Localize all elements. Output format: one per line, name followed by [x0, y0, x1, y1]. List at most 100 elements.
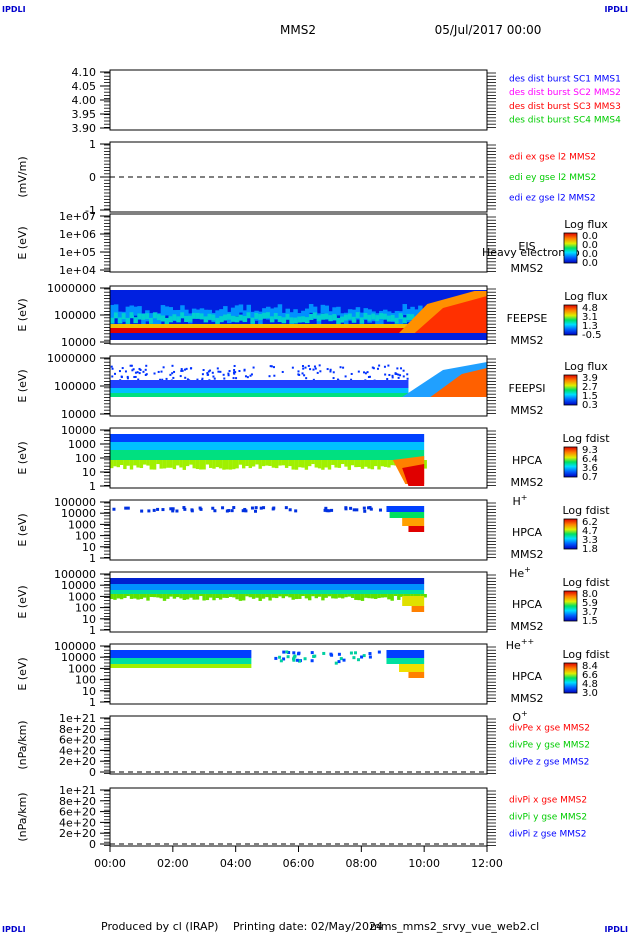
y-tick-label: 10000 — [61, 507, 96, 520]
species-charge: ++ — [521, 637, 534, 646]
spectrogram-p4 — [110, 290, 487, 340]
y-tick-label: 4e+20 — [59, 816, 96, 829]
colorbar — [563, 304, 578, 336]
y-axis-label: (mV/m) — [16, 156, 29, 197]
colorbar-title: Log flux — [564, 218, 608, 231]
panel-frame — [109, 643, 488, 705]
spacecraft-label: MMS2 — [511, 404, 544, 417]
legend-entry: divPe x gse MMS2 — [509, 724, 590, 734]
spacecraft-label: MMS2 — [511, 262, 544, 275]
y-tick-label: 10000 — [61, 336, 96, 349]
panel-p1: 4.104.054.003.953.90 des dist burst SC1 M… — [72, 66, 622, 135]
colorbar-tick-label: 5.9 — [582, 598, 598, 609]
overlay-text: Heavy electron to — [482, 246, 580, 259]
spacecraft-label: MMS2 — [511, 620, 544, 633]
legend-entry: des dist burst SC3 MMS3 — [509, 102, 621, 112]
instrument-label: HPCA — [512, 454, 543, 467]
species-label: He+ — [509, 565, 531, 580]
y-tick-label: 10000 — [61, 651, 96, 664]
y-tick-label: 1000000 — [47, 282, 96, 295]
y-tick-label: 100 — [75, 452, 96, 465]
y-tick-label: 1e+05 — [59, 246, 96, 259]
colorbar-tick-label: 4.8 — [582, 679, 598, 690]
y-tick-label: 100 — [75, 602, 96, 615]
colorbar-tick-label: 8.0 — [582, 589, 598, 600]
y-tick-label: 1000 — [68, 662, 96, 675]
colorbar-tick-label: 1.3 — [582, 321, 598, 332]
instrument-label: FEEPSI — [508, 382, 545, 395]
colorbar-tick-label: 0.7 — [582, 472, 598, 483]
panel-p4: 1000000 100000 10000 E (eV) FEEPSE MMS2 Log fl… — [16, 282, 608, 349]
y-axis-label: (nPa/km) — [16, 720, 29, 769]
y-axis-label: E (eV) — [16, 657, 29, 690]
y-tick-label: 100 — [75, 674, 96, 687]
spacecraft-label: MMS2 — [511, 334, 544, 347]
y-tick-label: 1e+06 — [59, 228, 96, 241]
y-axis-label: E (eV) — [16, 369, 29, 402]
legend-entry: edi ez gse l2 MMS2 — [509, 194, 596, 204]
colorbar-tick-label: 0.0 — [582, 258, 598, 269]
instrument-label: HPCA — [512, 670, 543, 683]
y-tick-label: 1 — [89, 480, 96, 493]
y-tick-label: 1000 — [68, 438, 96, 451]
species-charge: + — [521, 709, 528, 718]
legend-entry: divPi x gse MMS2 — [509, 796, 587, 806]
colorbar-tick-label: 1.8 — [582, 544, 598, 555]
panel-frame — [109, 499, 488, 561]
colorbar-tick-label: 3.0 — [582, 688, 598, 699]
colorbar-title: Log fdist — [562, 432, 610, 445]
y-tick-label: 1e+21 — [59, 712, 96, 725]
panel-p3: 1e+07 1e+06 1e+05 1e+04 E (eV) EIS MMS2 Heavy e… — [16, 210, 608, 277]
species-label: O+ — [512, 709, 527, 724]
instrument-label: HPCA — [512, 598, 543, 611]
y-tick-label: 4.05 — [72, 80, 97, 93]
panel-frame — [109, 571, 488, 633]
spectrogram-p7 — [112, 506, 425, 532]
legend-entry: divPi z gse MMS2 — [509, 830, 586, 840]
colorbar-tick-label: 3.7 — [582, 607, 598, 618]
y-tick-label: 1000 — [68, 518, 96, 531]
x-tick-label: 00:00 — [94, 857, 126, 870]
y-tick-label: 100000 — [54, 309, 96, 322]
spectrogram-p5 — [110, 362, 487, 397]
colorbar — [563, 232, 578, 264]
colorbar-title: Log fdist — [562, 504, 610, 517]
y-tick-label: 10 — [82, 466, 96, 479]
x-tick-label: 04:00 — [220, 857, 252, 870]
y-axis-label: E (eV) — [16, 513, 29, 546]
y-tick-label: 4.00 — [72, 94, 97, 107]
species-charge: + — [521, 493, 528, 502]
colorbar-tick-label: 0.0 — [582, 231, 598, 242]
y-tick-label: 100 — [75, 530, 96, 543]
colorbar-title: Log flux — [564, 360, 608, 373]
colorbar-title: Log flux — [564, 290, 608, 303]
corner-mark-top-left: IPDLI — [2, 5, 26, 14]
y-tick-label: 0 — [89, 171, 96, 184]
spacecraft-label: MMS2 — [511, 476, 544, 489]
instrument-label: EIS — [518, 240, 535, 253]
colorbar — [563, 662, 578, 694]
y-tick-label: 1e+04 — [59, 264, 96, 277]
y-tick-label: 3.95 — [72, 108, 97, 121]
y-tick-label: 8e+20 — [59, 723, 96, 736]
y-tick-label: 10 — [82, 541, 96, 554]
y-tick-label: 1e+21 — [59, 784, 96, 797]
colorbar-tick-label: 3.1 — [582, 312, 598, 323]
y-tick-label: 1e+07 — [59, 210, 96, 223]
footer-filename: mms_mms2_srvy_vue_web2.cl — [370, 920, 539, 933]
corner-mark-bottom-right: IPDLI — [604, 925, 628, 934]
colorbar-tick-label: 6.6 — [582, 670, 598, 681]
corner-mark-top-right: IPDLI — [604, 5, 628, 14]
x-tick-label: 10:00 — [408, 857, 440, 870]
spacecraft-label: MMS2 — [511, 692, 544, 705]
colorbar-tick-label: 4.8 — [582, 303, 598, 314]
header-date: 05/Jul/2017 00:00 — [435, 23, 542, 37]
colorbar-title: Log fdist — [562, 576, 610, 589]
y-tick-label: 4.10 — [72, 66, 97, 79]
y-tick-label: 1 — [89, 552, 96, 565]
y-tick-label: 1 — [89, 138, 96, 151]
corner-mark-bottom-left: IPDLI — [2, 925, 26, 934]
